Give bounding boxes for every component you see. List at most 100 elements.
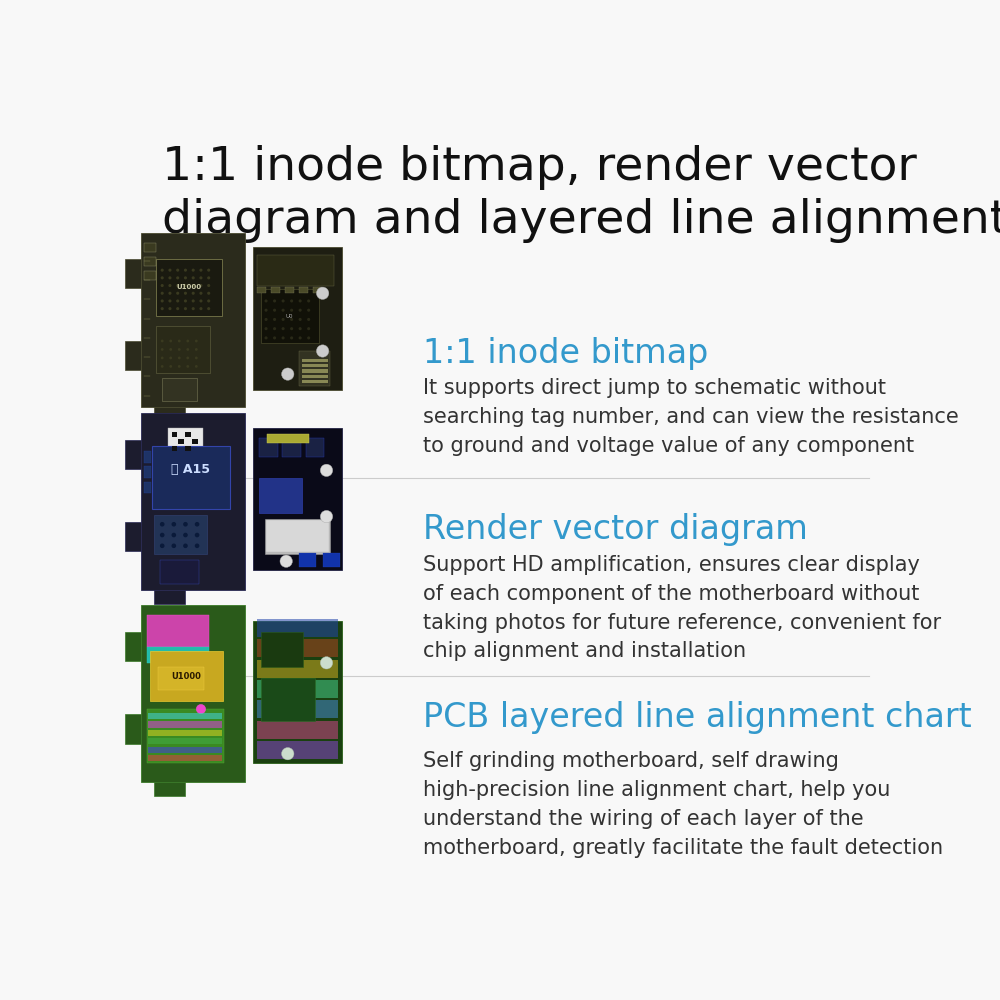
Circle shape (195, 340, 198, 342)
Bar (148, 713, 222, 719)
Circle shape (316, 345, 329, 357)
Circle shape (168, 276, 172, 279)
Bar (148, 755, 222, 761)
Bar (125, 341, 140, 370)
Bar (257, 721, 338, 739)
Text: 1:1 inode bitmap, render vector
diagram and layered line alignment chart: 1:1 inode bitmap, render vector diagram … (162, 145, 1000, 243)
Circle shape (282, 327, 285, 330)
Bar (168, 428, 202, 455)
Circle shape (290, 318, 293, 321)
Bar (257, 639, 338, 657)
Circle shape (192, 307, 195, 310)
Bar (140, 233, 245, 407)
Circle shape (161, 276, 164, 279)
Circle shape (299, 336, 302, 339)
Bar (144, 271, 156, 280)
Circle shape (316, 287, 329, 299)
Circle shape (195, 533, 199, 537)
Circle shape (183, 533, 188, 537)
Circle shape (273, 318, 276, 321)
Bar (253, 428, 342, 570)
Circle shape (199, 276, 202, 279)
Circle shape (168, 284, 172, 287)
Bar (257, 741, 338, 759)
Bar (192, 439, 198, 444)
Text:  A15:  A15 (171, 463, 210, 476)
Circle shape (169, 357, 172, 359)
Circle shape (183, 544, 188, 548)
Circle shape (161, 365, 164, 368)
Circle shape (161, 348, 164, 351)
Circle shape (282, 368, 294, 380)
Bar (253, 247, 342, 389)
Circle shape (186, 357, 189, 359)
Circle shape (178, 340, 181, 342)
Circle shape (207, 269, 210, 272)
Bar (257, 255, 334, 286)
Circle shape (184, 269, 187, 272)
Circle shape (178, 348, 181, 351)
Circle shape (320, 464, 333, 477)
Bar (125, 714, 140, 744)
Bar (299, 287, 308, 293)
Bar (302, 369, 328, 373)
Bar (299, 351, 330, 386)
Circle shape (282, 318, 285, 321)
Bar (285, 287, 294, 293)
Circle shape (207, 292, 210, 295)
Circle shape (195, 357, 198, 359)
Bar (125, 440, 140, 469)
Circle shape (169, 340, 172, 342)
Circle shape (176, 307, 179, 310)
Text: U0: U0 (286, 314, 293, 319)
Circle shape (290, 309, 293, 312)
Circle shape (176, 299, 179, 302)
Circle shape (184, 276, 187, 279)
Bar (148, 747, 222, 753)
Bar (257, 680, 338, 698)
Bar (257, 287, 266, 293)
Bar (302, 359, 328, 362)
Circle shape (192, 276, 195, 279)
Circle shape (184, 284, 187, 287)
Bar (144, 257, 156, 266)
Circle shape (307, 327, 310, 330)
Bar (259, 478, 302, 513)
Circle shape (192, 269, 195, 272)
Circle shape (176, 284, 179, 287)
Circle shape (282, 336, 285, 339)
Bar (172, 446, 177, 451)
Circle shape (172, 533, 176, 537)
Bar (140, 413, 245, 590)
Circle shape (184, 307, 187, 310)
Bar (261, 289, 319, 343)
Circle shape (307, 318, 310, 321)
Bar (302, 375, 328, 378)
Circle shape (161, 284, 164, 287)
Bar (299, 553, 316, 567)
Bar (253, 620, 342, 763)
Circle shape (199, 307, 202, 310)
Circle shape (307, 309, 310, 312)
Circle shape (168, 299, 172, 302)
Text: 1:1 inode bitmap: 1:1 inode bitmap (423, 337, 709, 370)
Circle shape (192, 299, 195, 302)
Bar (148, 730, 222, 736)
Circle shape (207, 299, 210, 302)
Bar (156, 259, 222, 316)
Circle shape (199, 299, 202, 302)
Bar (185, 446, 191, 451)
Circle shape (176, 269, 179, 272)
Bar (257, 700, 338, 718)
Bar (154, 407, 185, 421)
Circle shape (290, 327, 293, 330)
Bar (156, 326, 210, 373)
Circle shape (184, 292, 187, 295)
Circle shape (192, 292, 195, 295)
Circle shape (264, 327, 268, 330)
Circle shape (290, 299, 293, 302)
Bar (125, 632, 140, 661)
Circle shape (195, 365, 198, 368)
Circle shape (207, 276, 210, 279)
Circle shape (273, 299, 276, 302)
